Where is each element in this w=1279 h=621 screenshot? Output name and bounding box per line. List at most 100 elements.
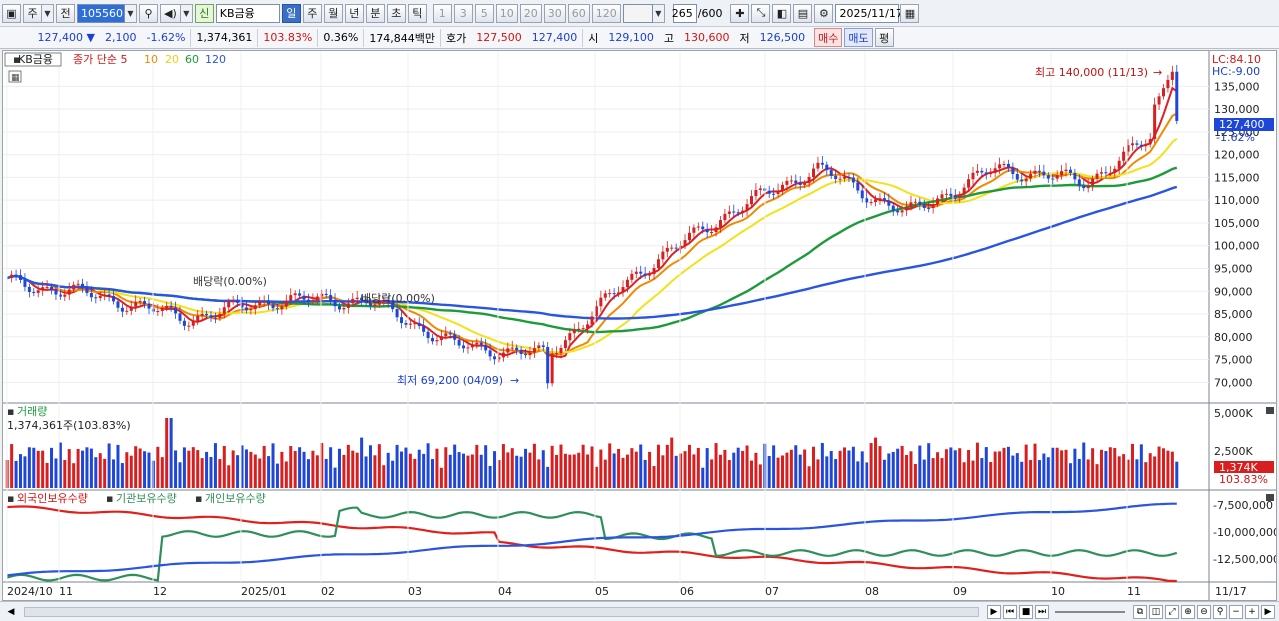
- max-price-label: 최고 140,000 (11/13): [1035, 66, 1148, 79]
- minute-custom-dropdown-icon[interactable]: ▼: [652, 3, 665, 23]
- period-second[interactable]: 초: [386, 3, 406, 23]
- stock-code-input[interactable]: 105560: [77, 3, 125, 23]
- volume-bar: [634, 451, 638, 488]
- scroll-right-icon[interactable]: ▶: [1261, 604, 1275, 619]
- candle-body: [23, 280, 27, 287]
- stock-name-field[interactable]: KB금융: [215, 3, 280, 23]
- market-dropdown-icon[interactable]: ▼: [42, 3, 54, 23]
- volume-bar: [918, 445, 922, 488]
- speaker-icon[interactable]: ◀): [160, 3, 181, 23]
- minute-120[interactable]: 120: [591, 3, 621, 23]
- volume-bar: [590, 446, 594, 488]
- period-weekly[interactable]: 주: [302, 3, 322, 23]
- volume-bar: [652, 466, 656, 488]
- zoom-in-icon[interactable]: ⊕: [1181, 604, 1195, 619]
- layout-icon[interactable]: ⧉: [1133, 604, 1147, 619]
- candle-body: [590, 316, 594, 325]
- candle-body: [980, 170, 984, 173]
- volume-bar: [1091, 448, 1095, 488]
- code-dropdown-icon[interactable]: ▼: [125, 3, 137, 23]
- minus-icon[interactable]: −: [1229, 604, 1243, 619]
- calendar-icon[interactable]: ▦: [900, 3, 920, 23]
- first-icon[interactable]: ⏮: [1003, 604, 1017, 619]
- chart-canvas[interactable]: 135,000130,000125,000120,000115,000110,0…: [3, 51, 1279, 600]
- x-tick-label: 02: [321, 585, 335, 598]
- holdings-panel-close-icon[interactable]: [1266, 494, 1274, 501]
- volume-bar: [1135, 459, 1139, 488]
- prev-button[interactable]: 전: [56, 3, 75, 23]
- search-icon[interactable]: ⚲: [1213, 604, 1227, 619]
- speaker-dropdown-icon[interactable]: ▼: [180, 3, 193, 23]
- candle-body: [754, 189, 758, 197]
- volume-bar: [240, 445, 244, 488]
- volume-bar: [493, 451, 497, 488]
- price-tick-label: 105,000: [1214, 217, 1260, 230]
- volume-bar: [435, 448, 439, 488]
- new-stock-badge[interactable]: 신: [194, 3, 214, 23]
- candle-body: [816, 162, 820, 169]
- x-tick-label: 2025/01: [241, 585, 287, 598]
- volume-panel-close-icon[interactable]: [1266, 407, 1274, 414]
- volume-bar: [364, 456, 368, 488]
- minute-3[interactable]: 3: [453, 3, 473, 23]
- period-minute[interactable]: 분: [365, 3, 385, 23]
- candle-body: [692, 227, 696, 233]
- volume-bar: [1095, 464, 1099, 488]
- compare-icon[interactable]: ◧: [772, 3, 792, 23]
- candle-body: [683, 240, 687, 246]
- save-icon[interactable]: ▤: [793, 3, 813, 23]
- candle-body: [874, 199, 878, 203]
- volume-bar: [1157, 446, 1161, 488]
- zoom-slider[interactable]: [1055, 610, 1125, 613]
- search-icon[interactable]: ⚲: [139, 3, 158, 23]
- volume-bar: [191, 447, 195, 488]
- crosshair-icon[interactable]: ✚: [730, 3, 750, 23]
- volume-bar: [320, 443, 324, 488]
- bar-count-input[interactable]: 265: [672, 3, 697, 23]
- candle-body: [803, 183, 807, 185]
- period-daily[interactable]: 일: [281, 3, 301, 23]
- chart-area[interactable]: 135,000 130,000 125,000 120,000 115,000 110,0…: [2, 50, 1279, 601]
- draw-tool-icon[interactable]: ⤡: [751, 3, 771, 23]
- stop-icon[interactable]: ■: [1019, 604, 1033, 619]
- minute-custom-input[interactable]: [622, 3, 653, 23]
- minute-10[interactable]: 10: [495, 3, 518, 23]
- fit-icon[interactable]: ⤢: [1165, 604, 1179, 619]
- volume-marker: ▪: [7, 405, 14, 418]
- volume-bar: [980, 458, 984, 488]
- period-yearly[interactable]: 년: [344, 3, 364, 23]
- minute-30[interactable]: 30: [543, 3, 566, 23]
- minute-1[interactable]: 1: [432, 3, 452, 23]
- minute-60[interactable]: 60: [567, 3, 590, 23]
- plus-icon[interactable]: +: [1245, 604, 1259, 619]
- play-icon[interactable]: ▶: [987, 604, 1001, 619]
- period-tick[interactable]: 틱: [407, 3, 427, 23]
- sell-button[interactable]: 매도: [844, 28, 873, 47]
- market-select[interactable]: 주: [23, 3, 42, 23]
- volume-bar: [958, 448, 962, 488]
- candle-body: [404, 323, 408, 325]
- split-icon[interactable]: ◫: [1149, 604, 1163, 619]
- scroll-left-icon[interactable]: ◀: [7, 606, 15, 617]
- minute-20[interactable]: 20: [519, 3, 542, 23]
- last-icon[interactable]: ⏭: [1035, 604, 1049, 619]
- minute-5[interactable]: 5: [474, 3, 494, 23]
- date-input[interactable]: 2025/11/17: [835, 3, 903, 23]
- window-menu-icon[interactable]: ▣: [2, 3, 21, 23]
- volume-bar: [89, 448, 93, 488]
- quote-bar: 127,400 ▼ 2,100 -1.62% 1,374,361 103.83%…: [0, 27, 1279, 49]
- grid-toggle-icon[interactable]: [8, 70, 22, 83]
- candle-body: [448, 333, 452, 335]
- gear-icon[interactable]: ⚙: [814, 3, 834, 23]
- candle-body: [940, 194, 944, 199]
- chart-scrollbar[interactable]: ◀ ▶ ⏮ ■ ⏭ ⧉ ◫ ⤢ ⊕ ⊖ ⚲ − + ▶: [0, 601, 1279, 621]
- eval-button[interactable]: 평: [874, 28, 894, 47]
- volume-bar: [431, 459, 435, 488]
- volume-bar: [758, 464, 762, 488]
- candle-body: [165, 305, 169, 309]
- zoom-out-icon[interactable]: ⊖: [1197, 604, 1211, 619]
- period-monthly[interactable]: 월: [323, 3, 343, 23]
- volume-bar: [360, 437, 364, 488]
- buy-button[interactable]: 매수: [814, 28, 843, 47]
- scroll-track[interactable]: [24, 606, 979, 617]
